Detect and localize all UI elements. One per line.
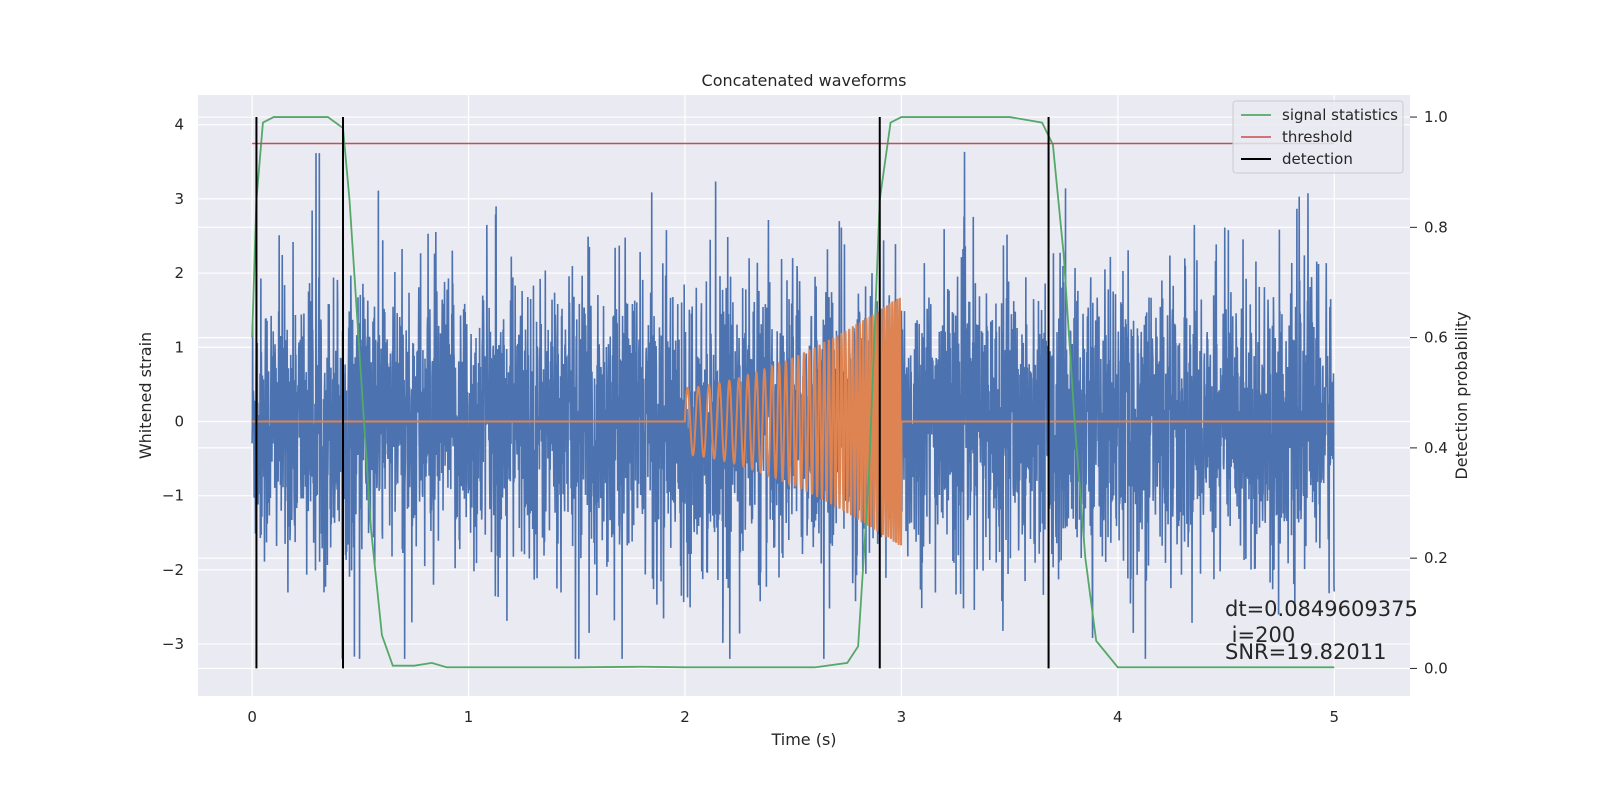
y-left-tick-label: 1 — [174, 338, 184, 356]
y-left-tick-label: −3 — [162, 635, 184, 653]
x-tick-label: 0 — [247, 708, 257, 726]
signal-statistics-line — [251, 116, 1335, 669]
injected-waveform-series — [252, 297, 1335, 546]
y-right-tick-label: 0.6 — [1424, 329, 1448, 347]
legend-label: threshold — [1282, 128, 1353, 146]
x-tick-label: 2 — [680, 708, 690, 726]
y-left-tick-label: −1 — [162, 487, 184, 505]
y-left-tick-label: −2 — [162, 561, 184, 579]
annotation-i: i=200 — [1225, 623, 1295, 647]
legend-label: signal statistics — [1282, 106, 1398, 124]
detection-lines — [255, 117, 1050, 669]
x-tick-label: 3 — [897, 708, 907, 726]
y-left-tick-label: 4 — [174, 116, 184, 134]
y-right-tick-label: 1.0 — [1424, 108, 1448, 126]
x-tick-label: 1 — [464, 708, 474, 726]
legend-box — [1232, 100, 1404, 174]
legend-label: detection — [1282, 150, 1353, 168]
y-left-tick-label: 2 — [174, 264, 184, 282]
x-tick-label: 4 — [1113, 708, 1123, 726]
signal-statistics-series — [251, 116, 1335, 669]
y-right-tick-label: 0.4 — [1424, 439, 1448, 457]
y-axis-right-label: Detection probability — [1452, 311, 1471, 479]
y-right-tick-label: 0.0 — [1424, 659, 1448, 677]
x-tick-label: 5 — [1329, 708, 1339, 726]
strain-series — [251, 151, 1336, 659]
y-right-tick-label: 0.2 — [1424, 549, 1448, 567]
annotation-snr: SNR=19.82011 — [1225, 640, 1386, 664]
chart-title: Concatenated waveforms — [702, 71, 907, 90]
axis-ticks: 0 1 2 3 4 5 −3 −2 −1 0 1 2 3 4 0.0 0.2 0.4 0.6 0.8 1.0 — [162, 108, 1448, 726]
y-left-tick-label: 3 — [174, 190, 184, 208]
injected-waveform-line — [252, 297, 1335, 546]
x-axis-label: Time (s) — [770, 730, 836, 749]
y-right-tick-label: 0.8 — [1424, 218, 1448, 236]
y-axis-left-label: Whitened strain — [136, 332, 155, 459]
y-left-tick-label: 0 — [174, 412, 184, 430]
annotation-dt: dt=0.0849609375 — [1225, 597, 1418, 621]
strain-line — [251, 151, 1336, 659]
legend: signal statistics threshold detection — [1232, 100, 1404, 174]
